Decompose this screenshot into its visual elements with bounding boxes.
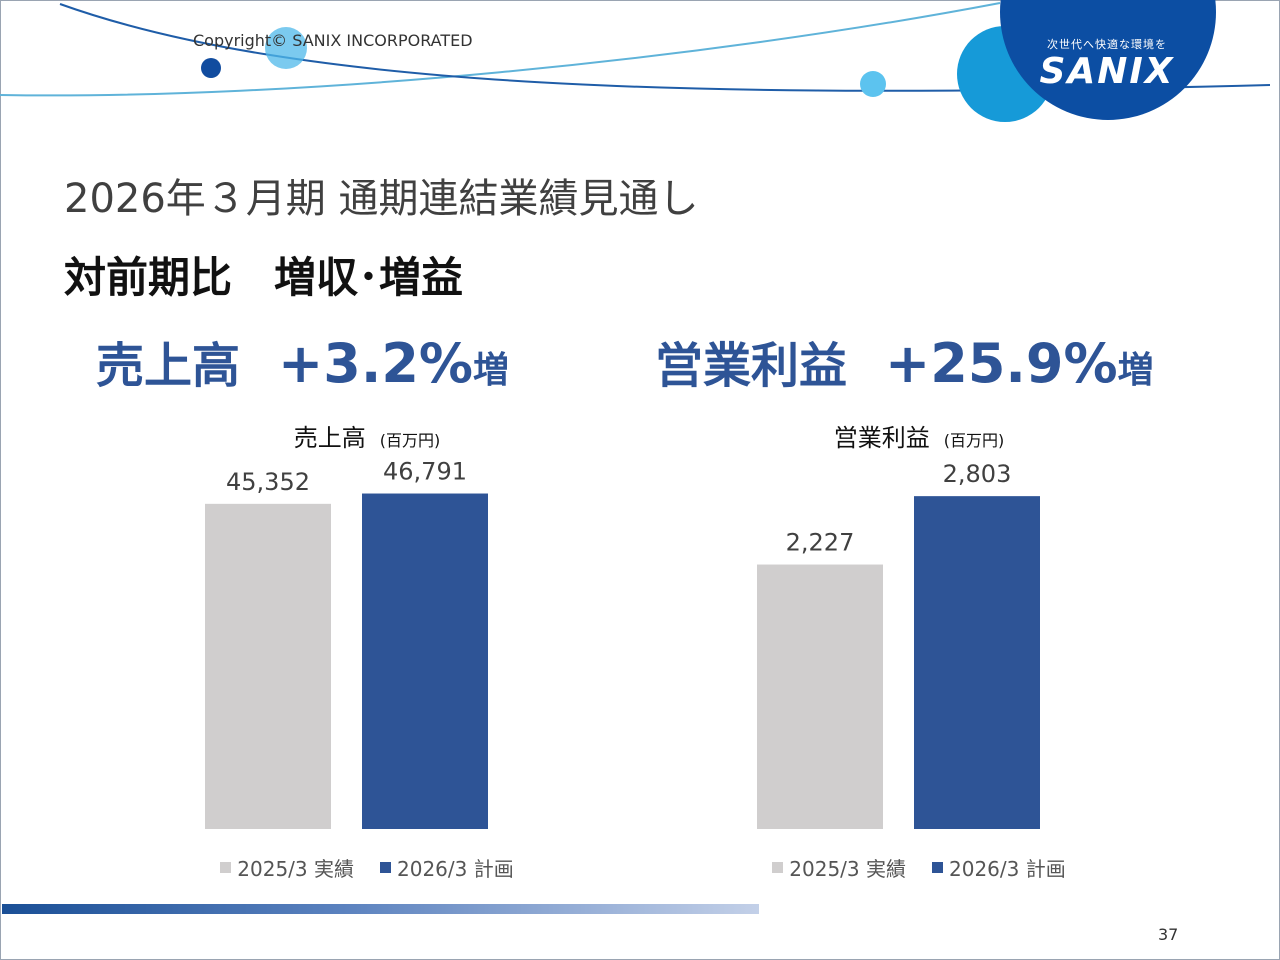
bar-plan: [362, 493, 488, 829]
legend-item-plan: 2026/3 計画: [932, 853, 1066, 882]
sales-chart: 売上高 (百万円) 45,352 46,791 2025/3 実績 2026/3 計…: [107, 410, 627, 890]
data-label: 2,227: [786, 529, 855, 557]
footer-gradient-bar: [2, 904, 759, 914]
legend-item-prior: 2025/3 実績: [220, 853, 354, 882]
copyright-text: Copyright© SANIX INCORPORATED: [193, 31, 473, 50]
chart-title: 営業利益 (百万円): [659, 418, 1179, 453]
metric-suffix: 増: [473, 350, 510, 391]
chart-legend: 2025/3 実績 2026/3 計画: [107, 853, 627, 882]
decor-dot: [265, 27, 307, 69]
header-decoration: [0, 0, 1271, 122]
legend-label: 2026/3 計画: [949, 857, 1066, 881]
bar-prior: [757, 564, 883, 829]
chart-legend: 2025/3 実績 2026/3 計画: [659, 853, 1179, 882]
legend-swatch: [932, 862, 943, 873]
legend-swatch: [220, 862, 232, 873]
chart-title-text: 売上高: [293, 424, 366, 452]
legend-label: 2025/3 実績: [237, 857, 354, 881]
legend-swatch: [380, 862, 391, 873]
metric-suffix: 増: [1117, 350, 1154, 391]
header-arc-line: [0, 2, 1001, 97]
page-subtitle: 対前期比 増収･増益: [64, 253, 464, 302]
logo-tagline: 次世代へ快適な環境を: [1047, 38, 1167, 51]
bar-prior: [205, 503, 331, 829]
legend-label: 2025/3 実績: [789, 857, 906, 881]
logo-name: SANIX: [1039, 51, 1175, 92]
sales-metric: 売上高 +3.2%増: [96, 326, 509, 396]
data-label: 45,352: [226, 468, 310, 496]
decor-dot: [201, 58, 221, 78]
data-label: 2,803: [943, 460, 1012, 488]
chart-unit: (百万円): [379, 431, 441, 450]
metric-label: 営業利益: [655, 338, 848, 394]
legend-item-plan: 2026/3 計画: [380, 853, 514, 882]
operating-profit-metric: 営業利益 +25.9%増: [655, 326, 1154, 396]
bar-plan: [914, 496, 1040, 829]
page-number: 37: [1158, 925, 1179, 944]
logo-circle: [1000, 0, 1216, 120]
chart-title: 売上高 (百万円): [107, 418, 627, 453]
chart-unit: (百万円): [943, 431, 1005, 450]
legend-swatch: [772, 862, 784, 873]
chart-plot: 45,352 46,791: [205, 458, 488, 829]
metric-value: +3.2%: [278, 332, 474, 395]
metric-label: 売上高: [96, 338, 241, 394]
sanix-logo: 次世代へ快適な環境を SANIX: [1026, 36, 1188, 92]
data-label: 46,791: [383, 458, 467, 486]
legend-label: 2026/3 計画: [397, 857, 514, 881]
legend-item-prior: 2025/3 実績: [772, 853, 906, 882]
chart-plot: 2,227 2,803: [757, 460, 1040, 829]
page-title: 2026年３月期 通期連結業績見通し: [64, 176, 699, 222]
metric-value: +25.9%: [885, 332, 1118, 395]
decor-dot: [860, 71, 886, 97]
operating-profit-chart: 営業利益 (百万円) 2,227 2,803 2025/3 実績 2026/3 計画: [659, 410, 1179, 890]
chart-title-text: 営業利益: [833, 424, 930, 452]
